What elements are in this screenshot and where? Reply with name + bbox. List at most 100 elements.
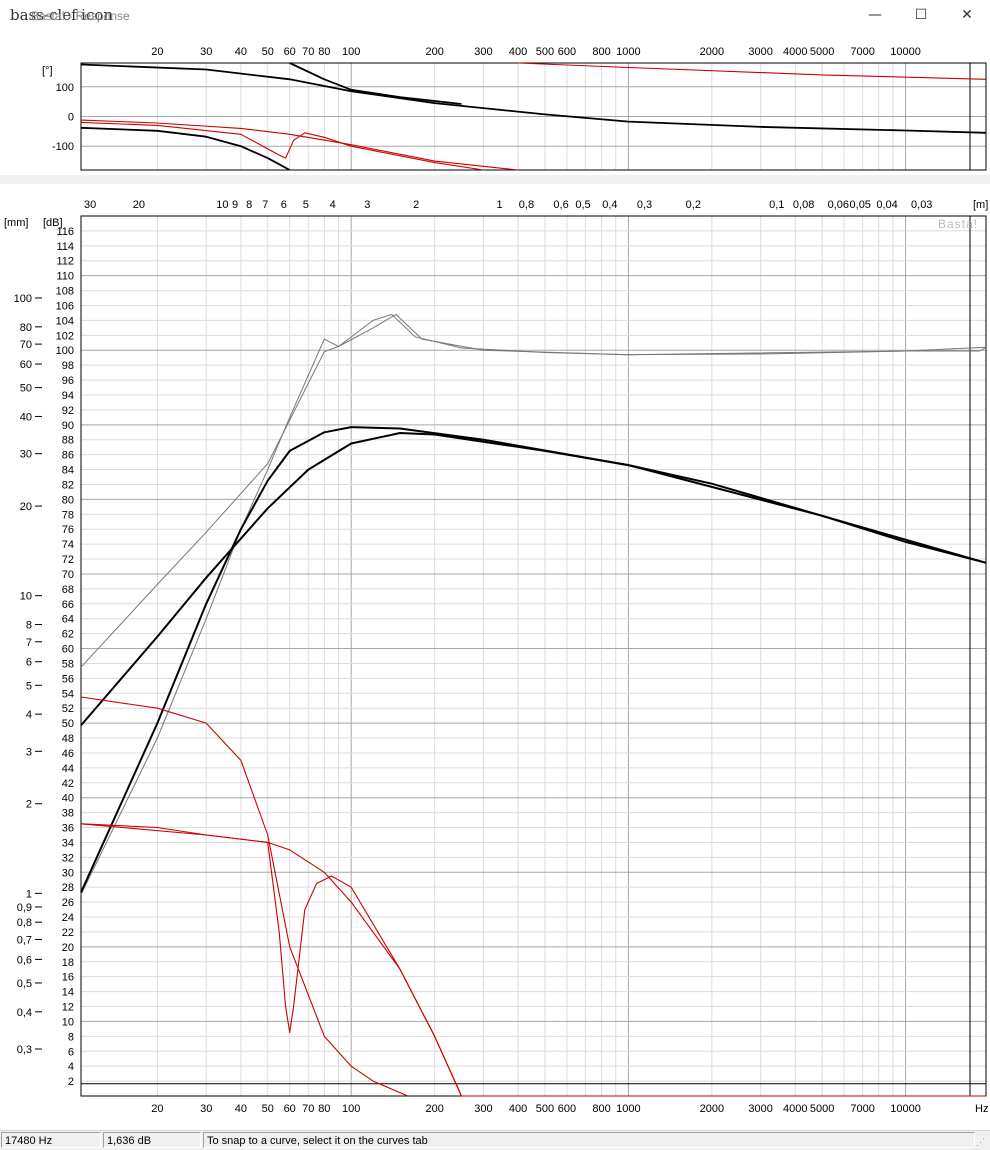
db-tick-label: 88 <box>62 435 74 447</box>
response-curve <box>80 426 987 893</box>
wavelength-tick-label: 3 <box>364 199 370 211</box>
mm-tick-label: 0,5 <box>17 978 32 990</box>
frequency-tick-label: 600 <box>558 1103 576 1115</box>
db-tick-label: 104 <box>56 315 74 327</box>
response-curves <box>80 313 987 1097</box>
response-chart[interactable]: 2468101214161820222426283032343638404244… <box>0 184 990 1129</box>
minimize-button[interactable]: — <box>868 7 882 23</box>
response-curve <box>80 313 987 895</box>
phase-x-tick-label: 500 <box>536 46 554 58</box>
db-tick-label: 12 <box>62 1002 74 1014</box>
maximize-button[interactable]: ☐ <box>914 7 928 23</box>
db-unit-label: [dB] <box>43 217 63 229</box>
wavelength-tick-label: 20 <box>133 199 145 211</box>
wavelength-tick-label: 0,05 <box>850 199 871 211</box>
mm-tick-label: 3 <box>26 746 32 758</box>
frequency-tick-label: 2000 <box>700 1103 724 1115</box>
response-curve <box>80 696 409 1097</box>
wavelength-tick-label: 9 <box>232 199 238 211</box>
frequency-tick-label: 800 <box>592 1103 610 1115</box>
db-tick-label: 84 <box>62 465 74 477</box>
frequency-tick-label: 40 <box>235 1103 247 1115</box>
db-tick-label: 82 <box>62 479 74 491</box>
response-chart-panel[interactable]: 2 4 6 8 10 12 14 16 18 20 22 24 26 28 30 32 34 36 38 40 42 44… <box>0 184 990 1129</box>
db-tick-label: 32 <box>62 852 74 864</box>
frequency-tick-label: 30 <box>200 1103 212 1115</box>
mm-tick-label: 8 <box>26 620 32 632</box>
db-tick-label: 10 <box>62 1016 74 1028</box>
wavelength-tick-label: 0,03 <box>911 199 932 211</box>
db-tick-label: 102 <box>56 330 74 342</box>
frequency-tick-label: 5000 <box>810 1103 834 1115</box>
resize-grip-icon[interactable]: ⋰ <box>976 1137 985 1147</box>
phase-x-tick-label: 50 <box>262 46 274 58</box>
db-tick-label: 74 <box>62 539 74 551</box>
db-tick-label: 38 <box>62 808 74 820</box>
frequency-tick-label: 1000 <box>616 1103 640 1115</box>
wavelength-tick-label: 2 <box>413 199 419 211</box>
panel-splitter[interactable] <box>0 175 990 184</box>
status-level: 1,636 dB <box>103 1132 201 1148</box>
db-tick-label: 110 <box>56 271 74 283</box>
db-tick-label: 8 <box>68 1031 74 1043</box>
frequency-tick-label: 80 <box>318 1103 330 1115</box>
db-tick-label: 54 <box>62 688 74 700</box>
phase-x-tick-label: 70 <box>302 46 314 58</box>
mm-tick-label: 7 <box>26 637 32 649</box>
db-tick-label: 108 <box>56 286 74 298</box>
frequency-tick-label: 70 <box>302 1103 314 1115</box>
db-tick-label: 96 <box>62 375 74 387</box>
phase-x-tick-label: 100 <box>342 46 360 58</box>
frequency-tick-label: 4000 <box>783 1103 807 1115</box>
close-button[interactable]: ✕ <box>961 7 973 23</box>
mm-tick-label: 80 <box>20 322 32 334</box>
db-tick-label: 76 <box>62 524 74 536</box>
wavelength-tick-label: 7 <box>262 199 268 211</box>
db-tick-label: 116 <box>56 226 74 238</box>
phase-x-tick-label: 300 <box>474 46 492 58</box>
mm-tick-label: 10 <box>20 591 32 603</box>
wavelength-tick-label: 5 <box>303 199 309 211</box>
db-tick-label: 78 <box>62 509 74 521</box>
mm-tick-label: 4 <box>26 709 32 721</box>
frequency-tick-label: 10000 <box>890 1103 921 1115</box>
db-tick-label: 26 <box>62 897 74 909</box>
phase-x-tick-label: 2000 <box>700 46 724 58</box>
db-tick-label: 36 <box>62 823 74 835</box>
db-tick-label: 106 <box>56 300 74 312</box>
response-plot-frame <box>80 215 987 1097</box>
phase-curve <box>80 126 291 171</box>
response-curve <box>80 823 463 1097</box>
wavelength-tick-label: 0,04 <box>876 199 897 211</box>
phase-x-tick-label: 10000 <box>890 46 921 58</box>
mm-tick-label: 2 <box>26 799 32 811</box>
frequency-tick-label: 400 <box>509 1103 527 1115</box>
phase-chart-panel[interactable]: 100 0 -100 20 30 40 50 60 70 80 100 200 300 400 500 600… <box>0 31 990 175</box>
watermark-text: Basta! <box>938 217 978 231</box>
bass-clef-icon: bass-clef-icon <box>10 6 114 24</box>
frequency-tick-label: 200 <box>425 1103 443 1115</box>
db-tick-label: 52 <box>62 703 74 715</box>
phase-curve <box>80 63 987 134</box>
wavelength-tick-label: 0,6 <box>553 199 568 211</box>
db-tick-label: 20 <box>62 942 74 954</box>
phase-x-tick-label: 4000 <box>783 46 807 58</box>
wavelength-tick-label: 0,1 <box>769 199 784 211</box>
db-tick-label: 58 <box>62 658 74 670</box>
wavelength-tick-label: 4 <box>330 199 336 211</box>
frequency-tick-label: 50 <box>262 1103 274 1115</box>
db-tick-label: 44 <box>62 763 74 775</box>
db-tick-label: 16 <box>62 972 74 984</box>
mm-tick-label: 20 <box>20 501 32 513</box>
db-tick-label: 68 <box>62 584 74 596</box>
phase-plot-frame <box>80 62 987 171</box>
db-tick-label: 100 <box>56 345 74 357</box>
wavelength-tick-label: 0,3 <box>637 199 652 211</box>
frequency-tick-label: 60 <box>284 1103 296 1115</box>
frequency-unit-label: Hz <box>975 1103 988 1115</box>
title-bar[interactable]: bass-clef-icon Basta! - Response — ☐ ✕ <box>0 0 990 31</box>
db-tick-label: 18 <box>62 957 74 969</box>
db-tick-label: 6 <box>68 1046 74 1058</box>
wavelength-tick-label: 0,5 <box>575 199 590 211</box>
